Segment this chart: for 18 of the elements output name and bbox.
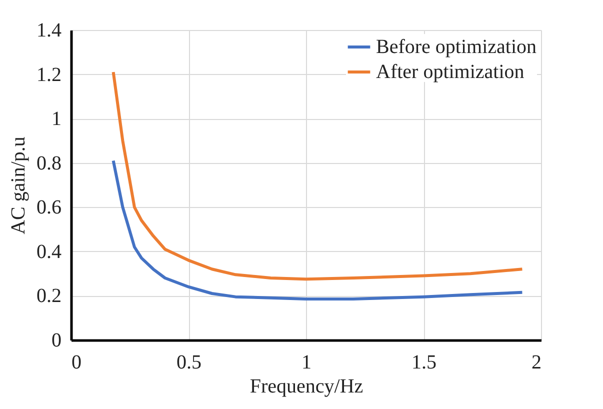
y-tick-label: 0.2 [36, 285, 62, 308]
line-series [112, 159, 524, 301]
y-tick-label: 0.4 [36, 240, 62, 263]
y-tick-label: 0.8 [36, 152, 62, 174]
y-tick-label: 1.2 [36, 64, 62, 86]
x-tick-label: 1.5 [412, 352, 436, 374]
y-tick-label: 0.6 [36, 196, 62, 219]
legend-label: After optimization [376, 61, 524, 83]
x-tick-label: 0.5 [176, 352, 202, 374]
x-tick-label: 1 [302, 352, 312, 374]
y-axis-title: AC gain/p.u [8, 136, 30, 234]
legend-label: Before optimization [376, 36, 537, 58]
y-tick-label: 0 [52, 330, 62, 352]
x-tick-label: 2 [532, 352, 542, 374]
x-axis-title: Frequency/Hz [250, 376, 364, 398]
y-tick-label: 1.4 [36, 20, 62, 42]
y-tick-label: 1 [52, 108, 62, 130]
x-tick-label: 0 [72, 352, 82, 374]
